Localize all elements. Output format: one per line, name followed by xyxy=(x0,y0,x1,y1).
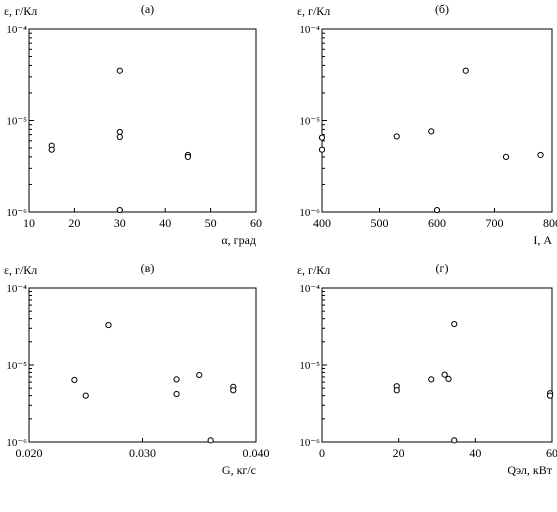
data-point-0-2 xyxy=(116,67,123,74)
x-axis-label-3: Qэл, кВт xyxy=(507,463,552,477)
x-tick-label-3-3: 60 xyxy=(546,446,557,460)
x-tick-label-1-1: 500 xyxy=(371,216,389,230)
x-axis-label-1: I, А xyxy=(533,233,552,247)
x-tick-label-2-2: 0.040 xyxy=(243,446,270,460)
x-tick-label-3-0: 0 xyxy=(319,446,325,460)
panel-label-1: (б) xyxy=(435,2,449,16)
x-tick-label-1-4: 800 xyxy=(543,216,557,230)
data-point-0-3 xyxy=(116,128,123,136)
data-point-3-3 xyxy=(441,371,448,378)
data-point-0-7 xyxy=(184,153,191,161)
data-point-1-6 xyxy=(502,153,510,161)
plot-frame-2 xyxy=(28,287,257,443)
y-tick-label-2-0: 10⁻⁶ xyxy=(6,437,27,449)
plot-frame-0 xyxy=(28,28,257,213)
data-point-3-2 xyxy=(428,376,435,383)
x-tick-label-0-3: 40 xyxy=(159,216,171,230)
x-tick-label-0-4: 50 xyxy=(205,216,217,230)
plot-frame-3 xyxy=(321,287,553,443)
data-point-1-5 xyxy=(462,67,469,74)
y-tick-label-0-2: 10⁻⁴ xyxy=(6,24,27,36)
x-axis-label-0: α, град xyxy=(221,233,256,247)
y-axis-label-0: ε, г/Кл xyxy=(4,4,37,18)
data-point-3-8 xyxy=(546,392,554,399)
y-tick-label-0-0: 10⁻⁶ xyxy=(6,207,27,219)
data-point-1-7 xyxy=(537,151,544,159)
data-point-2-0 xyxy=(71,376,78,384)
y-tick-label-0-1: 10⁻⁵ xyxy=(6,116,27,128)
x-tick-label-1-2: 600 xyxy=(428,216,446,230)
data-point-2-5 xyxy=(196,371,203,379)
y-tick-label-3-2: 10⁻⁴ xyxy=(299,283,320,295)
data-point-0-5 xyxy=(116,206,123,214)
data-point-2-6 xyxy=(207,437,214,444)
x-tick-label-1-3: 700 xyxy=(486,216,504,230)
y-tick-label-1-0: 10⁻⁶ xyxy=(299,207,320,219)
y-tick-label-1-2: 10⁻⁴ xyxy=(299,24,320,36)
y-axis-label-1: ε, г/Кл xyxy=(297,4,330,18)
data-point-1-2 xyxy=(393,133,400,140)
y-axis-label-3: ε, г/Кл xyxy=(297,263,330,277)
data-point-2-4 xyxy=(173,390,180,398)
data-point-0-4 xyxy=(116,133,123,141)
panel-label-2: (в) xyxy=(141,261,155,275)
x-tick-label-0-2: 30 xyxy=(114,216,126,230)
data-point-2-2 xyxy=(105,321,112,329)
data-point-2-8 xyxy=(230,387,237,394)
x-tick-label-0-5: 60 xyxy=(250,216,262,230)
data-point-0-1 xyxy=(48,146,55,153)
x-tick-label-1-0: 400 xyxy=(313,216,331,230)
panel-label-0: (а) xyxy=(141,2,154,16)
data-point-1-3 xyxy=(428,128,435,135)
x-tick-label-3-2: 40 xyxy=(469,446,481,460)
x-tick-label-0-0: 10 xyxy=(23,216,35,230)
x-axis-label-2: G, кг/с xyxy=(222,463,256,477)
data-point-2-1 xyxy=(82,392,89,399)
x-tick-label-2-0: 0.020 xyxy=(16,446,43,460)
data-point-1-4 xyxy=(433,206,441,214)
data-point-3-1 xyxy=(393,387,400,394)
plot-frame-1 xyxy=(321,28,553,213)
panel-label-3: (г) xyxy=(436,261,449,275)
y-axis-label-2: ε, г/Кл xyxy=(4,263,37,277)
y-tick-label-2-2: 10⁻⁴ xyxy=(6,283,27,295)
y-tick-label-3-0: 10⁻⁶ xyxy=(299,437,320,449)
data-point-2-3 xyxy=(173,376,180,383)
data-point-1-0 xyxy=(318,134,326,141)
y-tick-label-3-1: 10⁻⁵ xyxy=(299,360,320,372)
y-tick-label-2-1: 10⁻⁵ xyxy=(6,360,27,372)
x-tick-label-2-1: 0.030 xyxy=(129,446,156,460)
data-point-3-4 xyxy=(445,375,452,382)
data-point-1-1 xyxy=(318,146,326,153)
data-point-3-6 xyxy=(451,437,458,444)
data-point-3-5 xyxy=(451,320,458,328)
x-tick-label-0-1: 20 xyxy=(68,216,80,230)
y-tick-label-1-1: 10⁻⁵ xyxy=(299,116,320,128)
x-tick-label-3-1: 20 xyxy=(393,446,405,460)
